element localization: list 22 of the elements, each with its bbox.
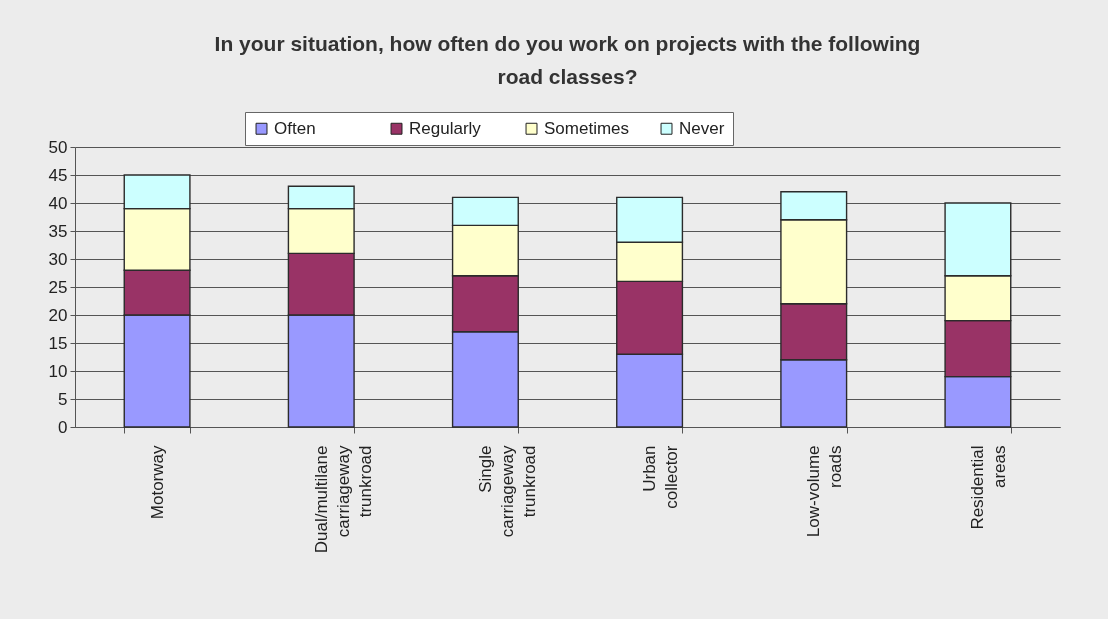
y-tick-label: 35: [48, 221, 68, 241]
chart-title: In your situation, how often do you work on projects with the following road classes?: [214, 31, 921, 88]
x-tick-label: Motorway: [147, 445, 167, 520]
x-tick-label: Dual/multilane carriageway trunkroad: [311, 445, 375, 554]
x-tick-label: Residential areas: [968, 445, 1010, 530]
legend-label: Sometimes: [544, 118, 630, 138]
y-tick-label: 45: [48, 165, 68, 185]
y-tick-label: 0: [58, 417, 68, 437]
legend-label: Regularly: [409, 118, 482, 138]
y-tick-label: 50: [48, 137, 68, 157]
y-tick-label: 10: [48, 361, 68, 381]
legend-label: Never: [679, 118, 725, 138]
y-tick-label: 5: [58, 389, 68, 409]
x-tick-label: Low-volume roads: [804, 445, 846, 538]
y-tick-label: 15: [48, 333, 68, 353]
legend-label: Often: [274, 118, 316, 138]
y-tick-label: 30: [48, 249, 68, 269]
y-tick-label: 20: [48, 305, 68, 325]
x-tick-label: Urban collector: [640, 445, 682, 509]
y-tick-label: 25: [48, 277, 68, 297]
y-tick-label: 40: [48, 193, 68, 213]
x-tick-label: Single carriageway trunkroad: [475, 445, 539, 538]
